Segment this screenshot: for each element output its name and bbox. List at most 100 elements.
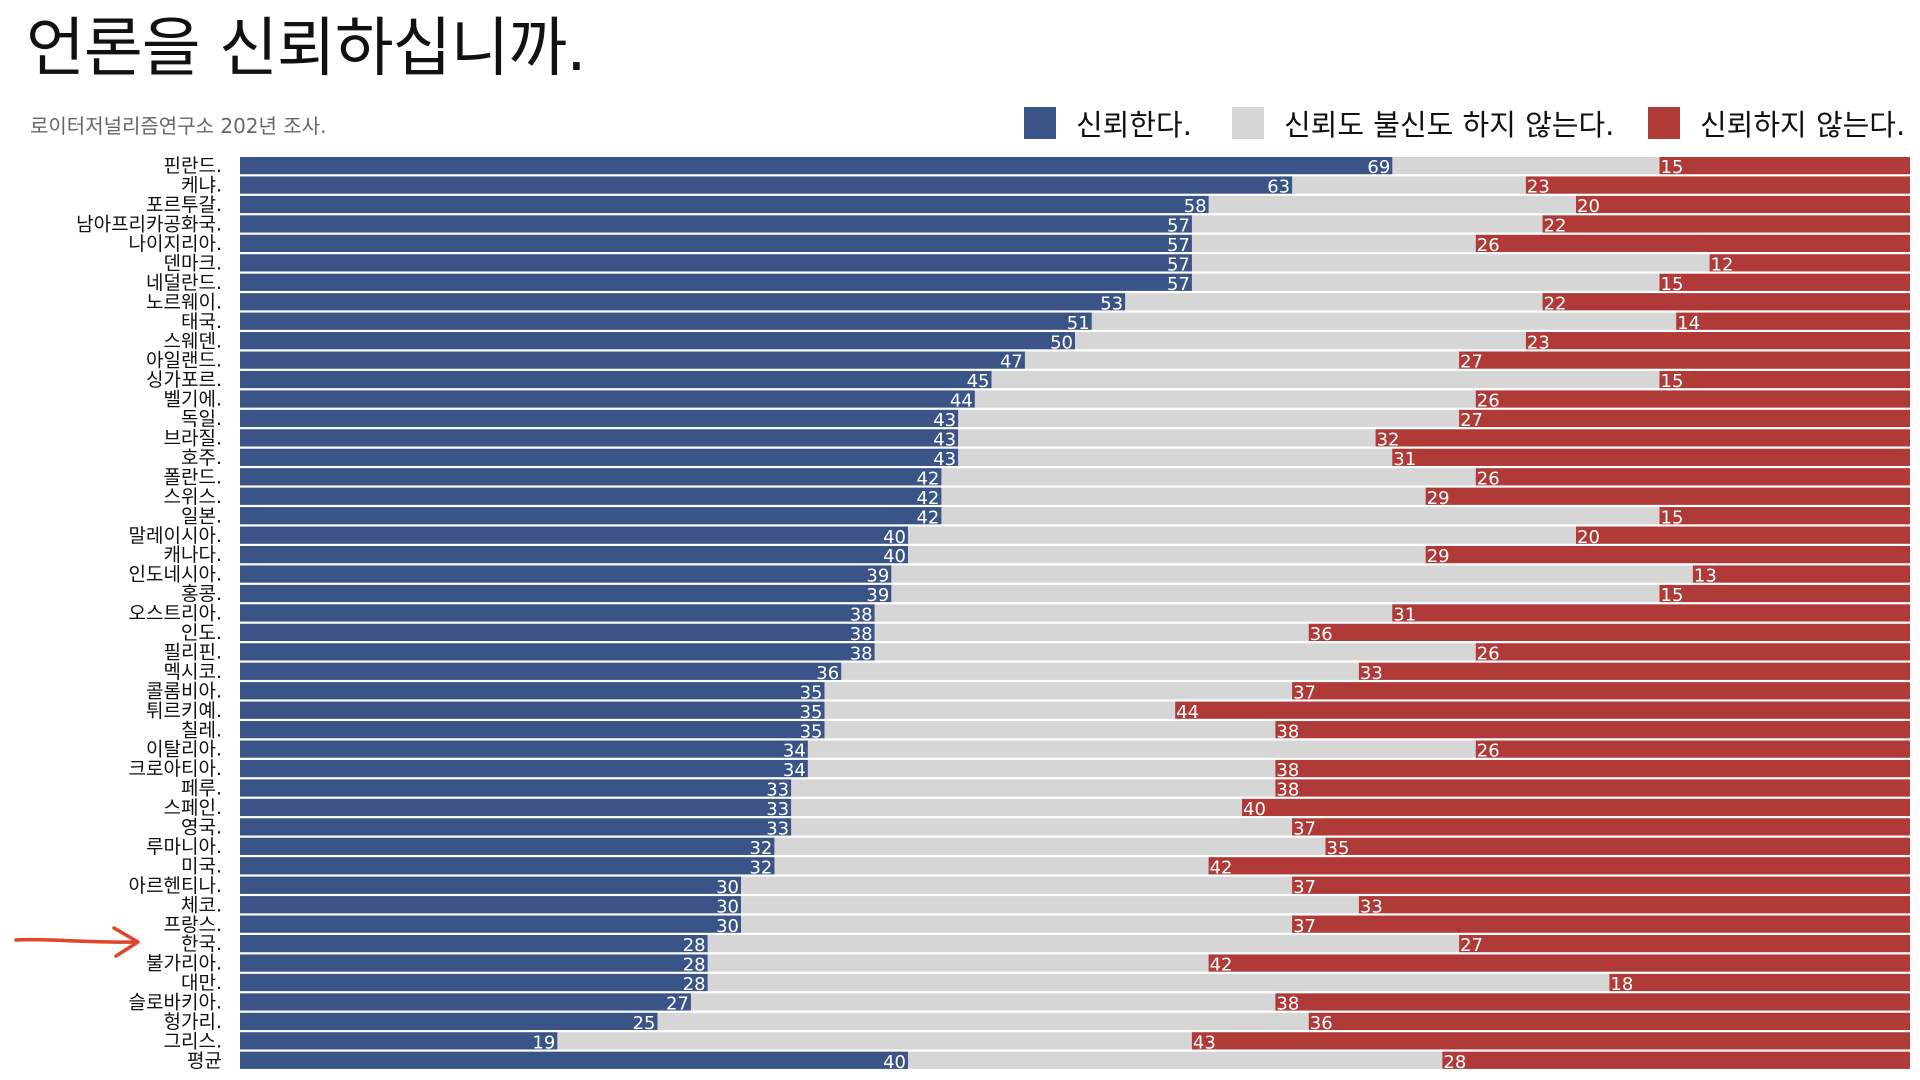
bar-distrust (1392, 604, 1910, 622)
data-label-trust: 34 (783, 760, 806, 781)
category-label: 인도. (181, 622, 222, 644)
category-label: 포르투갈. (146, 194, 222, 216)
legend-label-trust: 신뢰한다. (1076, 108, 1192, 142)
category-label: 덴마크. (164, 252, 222, 274)
legend-label-neutral: 신뢰도 불신도 하지 않는다. (1284, 108, 1615, 142)
category-label: 루마니아. (146, 836, 222, 858)
category-label: 헝가리. (164, 1011, 222, 1033)
category-label: 스위스. (164, 486, 222, 508)
category-label: 브라질. (164, 428, 222, 450)
data-label-distrust: 33 (1360, 663, 1383, 684)
category-label: 튀르키예. (146, 700, 222, 722)
bar-trust (240, 954, 708, 972)
chart-subtitle: 로이터저널리즘연구소 202년 조사. (30, 114, 327, 138)
data-label-distrust: 42 (1210, 955, 1233, 976)
bar-distrust (1191, 1032, 1910, 1050)
bar-trust (240, 1032, 558, 1050)
data-label-distrust: 26 (1477, 468, 1500, 489)
data-label-trust: 28 (683, 955, 706, 976)
category-label: 남아프리카공화국. (76, 214, 222, 236)
data-label-distrust: 37 (1293, 877, 1316, 898)
data-label-trust: 19 (532, 1032, 555, 1053)
bar-trust (240, 195, 1209, 214)
data-label-trust: 28 (683, 935, 706, 956)
bar-trust (240, 623, 875, 641)
data-label-distrust: 15 (1661, 585, 1684, 606)
data-label-trust: 30 (716, 916, 739, 937)
bar-trust (240, 837, 775, 855)
category-label: 벨기에. (164, 389, 222, 411)
data-label-trust: 39 (866, 585, 889, 606)
bar-trust (240, 332, 1075, 350)
data-label-trust: 57 (1167, 254, 1190, 275)
category-label: 칠레. (181, 719, 222, 741)
data-label-trust: 57 (1167, 274, 1190, 295)
data-label-distrust: 27 (1460, 410, 1483, 431)
bar-distrust (1525, 332, 1910, 350)
bar-distrust (1475, 234, 1910, 252)
category-label: 태국. (181, 311, 222, 333)
data-label-distrust: 26 (1477, 391, 1500, 412)
category-label: 캐나다. (164, 544, 222, 566)
bar-distrust (1208, 857, 1910, 875)
category-label: 슬로바키아. (129, 992, 222, 1014)
bar-trust (240, 390, 975, 408)
data-label-distrust: 38 (1276, 994, 1299, 1015)
legend-swatch-distrust (1648, 107, 1680, 139)
data-label-distrust: 31 (1393, 605, 1416, 626)
data-label-distrust: 38 (1276, 721, 1299, 742)
data-label-trust: 27 (666, 994, 689, 1015)
category-label: 노르웨이. (146, 291, 222, 313)
bar-trust (240, 254, 1192, 272)
data-label-trust: 25 (633, 1013, 656, 1034)
data-label-trust: 47 (1000, 352, 1023, 373)
chart-title: 언론을 신뢰하십니까. (26, 12, 587, 86)
data-label-distrust: 27 (1460, 935, 1483, 956)
bar-distrust (1459, 351, 1910, 369)
category-label: 싱가포르. (146, 369, 222, 391)
bar-trust (240, 721, 825, 739)
bar-distrust (1475, 468, 1910, 486)
data-label-trust: 35 (800, 702, 823, 723)
data-label-distrust: 12 (1711, 254, 1734, 275)
category-label: 프랑스. (164, 914, 222, 936)
bar-trust (240, 370, 992, 389)
category-label: 핀란드. (164, 155, 222, 177)
data-label-distrust: 38 (1276, 780, 1299, 801)
data-label-trust: 42 (916, 468, 939, 489)
data-label-distrust: 15 (1661, 371, 1684, 392)
data-label-distrust: 36 (1310, 624, 1333, 645)
data-label-trust: 42 (916, 488, 939, 509)
bar-distrust (1442, 1051, 1910, 1069)
category-label: 아일랜드. (146, 350, 222, 372)
category-label: 말레이시아. (129, 525, 222, 547)
data-label-trust: 33 (766, 780, 789, 801)
bar-trust (240, 857, 775, 875)
bar-distrust (1392, 448, 1910, 466)
data-label-trust: 30 (716, 877, 739, 898)
red-hand-drawn-arrow-icon (14, 926, 140, 958)
data-label-distrust: 33 (1360, 896, 1383, 917)
bar-trust (240, 584, 892, 603)
legend-label-distrust: 신뢰하지 않는다. (1700, 108, 1906, 142)
bar-distrust (1175, 701, 1910, 719)
data-label-trust: 32 (749, 857, 772, 878)
bar-distrust (1358, 662, 1910, 680)
data-label-distrust: 32 (1377, 430, 1400, 451)
category-label: 오스트리아. (129, 603, 222, 625)
data-label-distrust: 14 (1677, 313, 1700, 334)
data-label-trust: 34 (783, 741, 806, 762)
bar-distrust (1475, 740, 1910, 758)
category-label: 미국. (181, 855, 222, 877)
data-label-distrust: 29 (1427, 546, 1450, 567)
bar-distrust (1659, 584, 1910, 603)
bar-trust (240, 876, 741, 894)
data-label-trust: 40 (883, 546, 906, 567)
data-label-distrust: 15 (1661, 274, 1684, 295)
legend-item-distrust: 신뢰하지 않는다. (1648, 103, 1905, 143)
bar-trust (240, 176, 1293, 194)
bar-trust (240, 1012, 658, 1030)
category-label: 그리스. (164, 1030, 222, 1052)
category-label: 독일. (181, 408, 222, 430)
